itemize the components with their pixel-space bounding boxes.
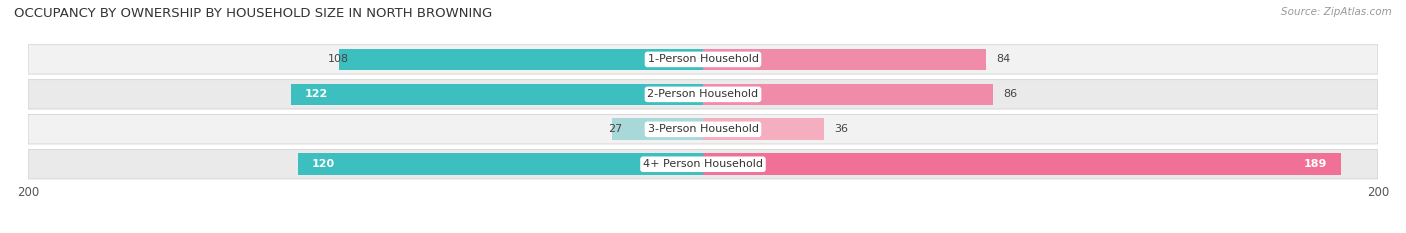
FancyBboxPatch shape xyxy=(28,80,1378,109)
Bar xyxy=(291,83,703,105)
FancyBboxPatch shape xyxy=(28,45,1378,74)
Text: 108: 108 xyxy=(328,55,349,64)
Bar xyxy=(703,49,987,70)
Text: 84: 84 xyxy=(997,55,1011,64)
Text: 1-Person Household: 1-Person Household xyxy=(648,55,758,64)
Bar xyxy=(298,153,703,175)
FancyBboxPatch shape xyxy=(28,150,1378,179)
Bar xyxy=(703,118,824,140)
Text: 3-Person Household: 3-Person Household xyxy=(648,124,758,134)
FancyBboxPatch shape xyxy=(28,115,1378,144)
Text: 36: 36 xyxy=(835,124,849,134)
Text: OCCUPANCY BY OWNERSHIP BY HOUSEHOLD SIZE IN NORTH BROWNING: OCCUPANCY BY OWNERSHIP BY HOUSEHOLD SIZE… xyxy=(14,7,492,20)
Bar xyxy=(612,118,703,140)
Text: 27: 27 xyxy=(607,124,621,134)
Text: 4+ Person Household: 4+ Person Household xyxy=(643,159,763,169)
Text: Source: ZipAtlas.com: Source: ZipAtlas.com xyxy=(1281,7,1392,17)
Text: 189: 189 xyxy=(1303,159,1327,169)
Text: 122: 122 xyxy=(305,89,328,99)
Text: 2-Person Household: 2-Person Household xyxy=(647,89,759,99)
Bar xyxy=(703,83,993,105)
Bar xyxy=(703,153,1341,175)
Bar xyxy=(339,49,703,70)
Text: 120: 120 xyxy=(312,159,335,169)
Text: 86: 86 xyxy=(1004,89,1018,99)
